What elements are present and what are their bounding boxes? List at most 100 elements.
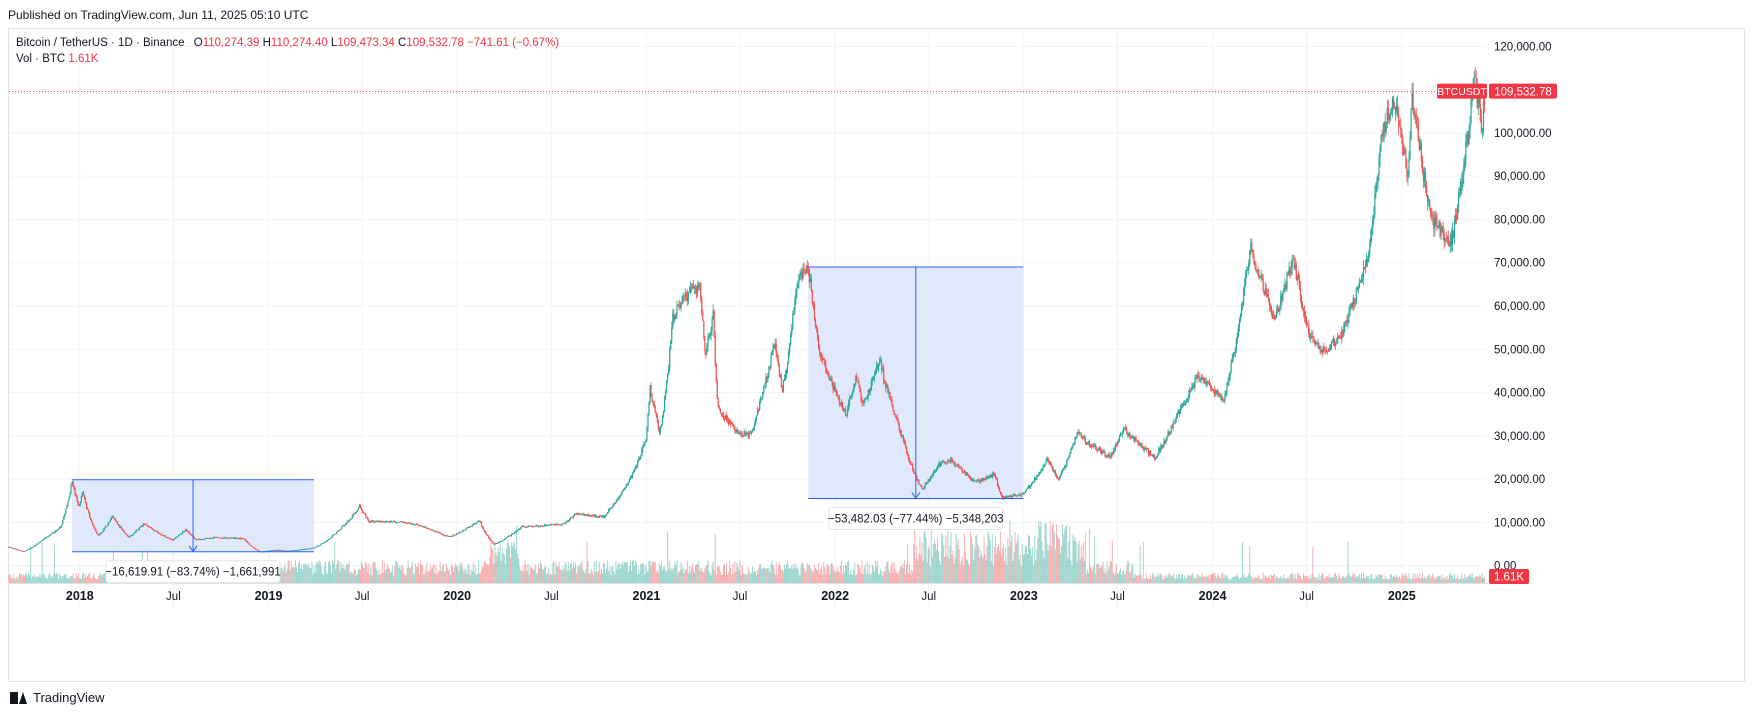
volume-bar (917, 560, 919, 583)
candle (712, 310, 714, 319)
candle (164, 535, 166, 538)
volume-bar (533, 569, 535, 583)
volume-bar (1466, 577, 1468, 583)
volume-bar (596, 572, 598, 583)
candle (1041, 469, 1043, 471)
candle (1307, 324, 1309, 326)
price-axis[interactable]: 0.0010,000.0020,000.0030,000.0040,000.00… (1494, 41, 1552, 572)
candle (563, 523, 565, 525)
candle (588, 514, 590, 516)
candle (423, 526, 425, 528)
candle (1421, 161, 1424, 173)
volume-bar (819, 573, 821, 583)
volume-bar (640, 563, 642, 583)
candle (880, 360, 882, 362)
candle (961, 469, 963, 472)
candle (994, 475, 997, 478)
candle (1223, 399, 1225, 401)
volume-bar (83, 578, 85, 583)
volume-bar (1300, 579, 1302, 583)
candle (1236, 333, 1238, 340)
volume-bar (1045, 523, 1047, 583)
volume-bar (1322, 573, 1324, 583)
volume-bar (721, 574, 723, 583)
volume-bar (1468, 575, 1470, 583)
candle (1351, 303, 1353, 307)
volume-bar (68, 576, 70, 583)
candle (378, 521, 380, 523)
volume-bar (677, 573, 679, 583)
candle (629, 476, 632, 480)
candle (216, 537, 218, 539)
candle (165, 537, 167, 538)
volume-bar (689, 572, 691, 583)
candle (1401, 130, 1403, 138)
candle (1373, 214, 1375, 218)
candle (1451, 230, 1454, 245)
candle (252, 546, 254, 548)
candle (90, 517, 92, 520)
candle (204, 538, 207, 540)
candle (44, 538, 46, 540)
volume-bar (418, 574, 420, 583)
volume-bar (384, 570, 386, 583)
volume-bar (26, 573, 28, 583)
candle (409, 522, 411, 524)
candle (806, 265, 808, 274)
candle (896, 417, 898, 421)
volume-bar (447, 570, 449, 583)
candle (129, 535, 131, 538)
measure-lines[interactable]: −16,619.91 (−83.74%) −1,661,991−53,482.0… (72, 266, 1024, 584)
volume-bar (415, 567, 417, 583)
volume-bar (713, 570, 715, 583)
candle (250, 545, 252, 546)
volume-bar (504, 564, 506, 583)
candle (714, 336, 716, 365)
candle (428, 528, 430, 529)
candle (133, 532, 135, 534)
volume-bar (1475, 576, 1477, 583)
candle (555, 523, 557, 526)
candle (527, 525, 529, 528)
volume-bar (1208, 579, 1210, 583)
candle (1112, 450, 1114, 455)
candle (372, 520, 374, 522)
candle (573, 514, 576, 516)
candle (941, 462, 943, 464)
volume-bar (1455, 578, 1457, 583)
candle (1200, 377, 1202, 381)
volume-bar (49, 575, 51, 583)
candle (1438, 222, 1440, 227)
candle (314, 547, 316, 549)
volume-bar (13, 578, 15, 583)
volume-bar (605, 573, 607, 583)
candle (1388, 115, 1390, 121)
candle (789, 344, 791, 353)
candle (552, 524, 554, 525)
volume-bar (791, 565, 793, 583)
volume-bar (1004, 561, 1006, 583)
volume-bar (779, 566, 781, 583)
volume-bar (435, 565, 437, 583)
volume-bar (649, 560, 651, 583)
candle (1123, 428, 1125, 433)
candle (1088, 441, 1091, 447)
footer[interactable]: TradingView (10, 690, 105, 705)
volume-bar (1190, 576, 1192, 583)
time-axis[interactable]: 2018 Jul 2019 Jul 2020 Jul 2021 Jul 2022 Jul 2023 J… (66, 589, 1416, 603)
candle (596, 516, 598, 518)
candle (901, 435, 903, 437)
candle (1182, 403, 1185, 406)
candle (1201, 377, 1203, 380)
candle (293, 550, 295, 552)
candle (497, 542, 499, 544)
volume-bar (306, 563, 308, 583)
volume-bar (1129, 573, 1131, 583)
candle (1271, 314, 1274, 318)
candle (883, 368, 885, 381)
volume-bar (581, 560, 583, 583)
candle (158, 533, 160, 535)
change-value: −741.61 (−0.67%) (467, 37, 560, 49)
volume-bar (857, 563, 859, 583)
